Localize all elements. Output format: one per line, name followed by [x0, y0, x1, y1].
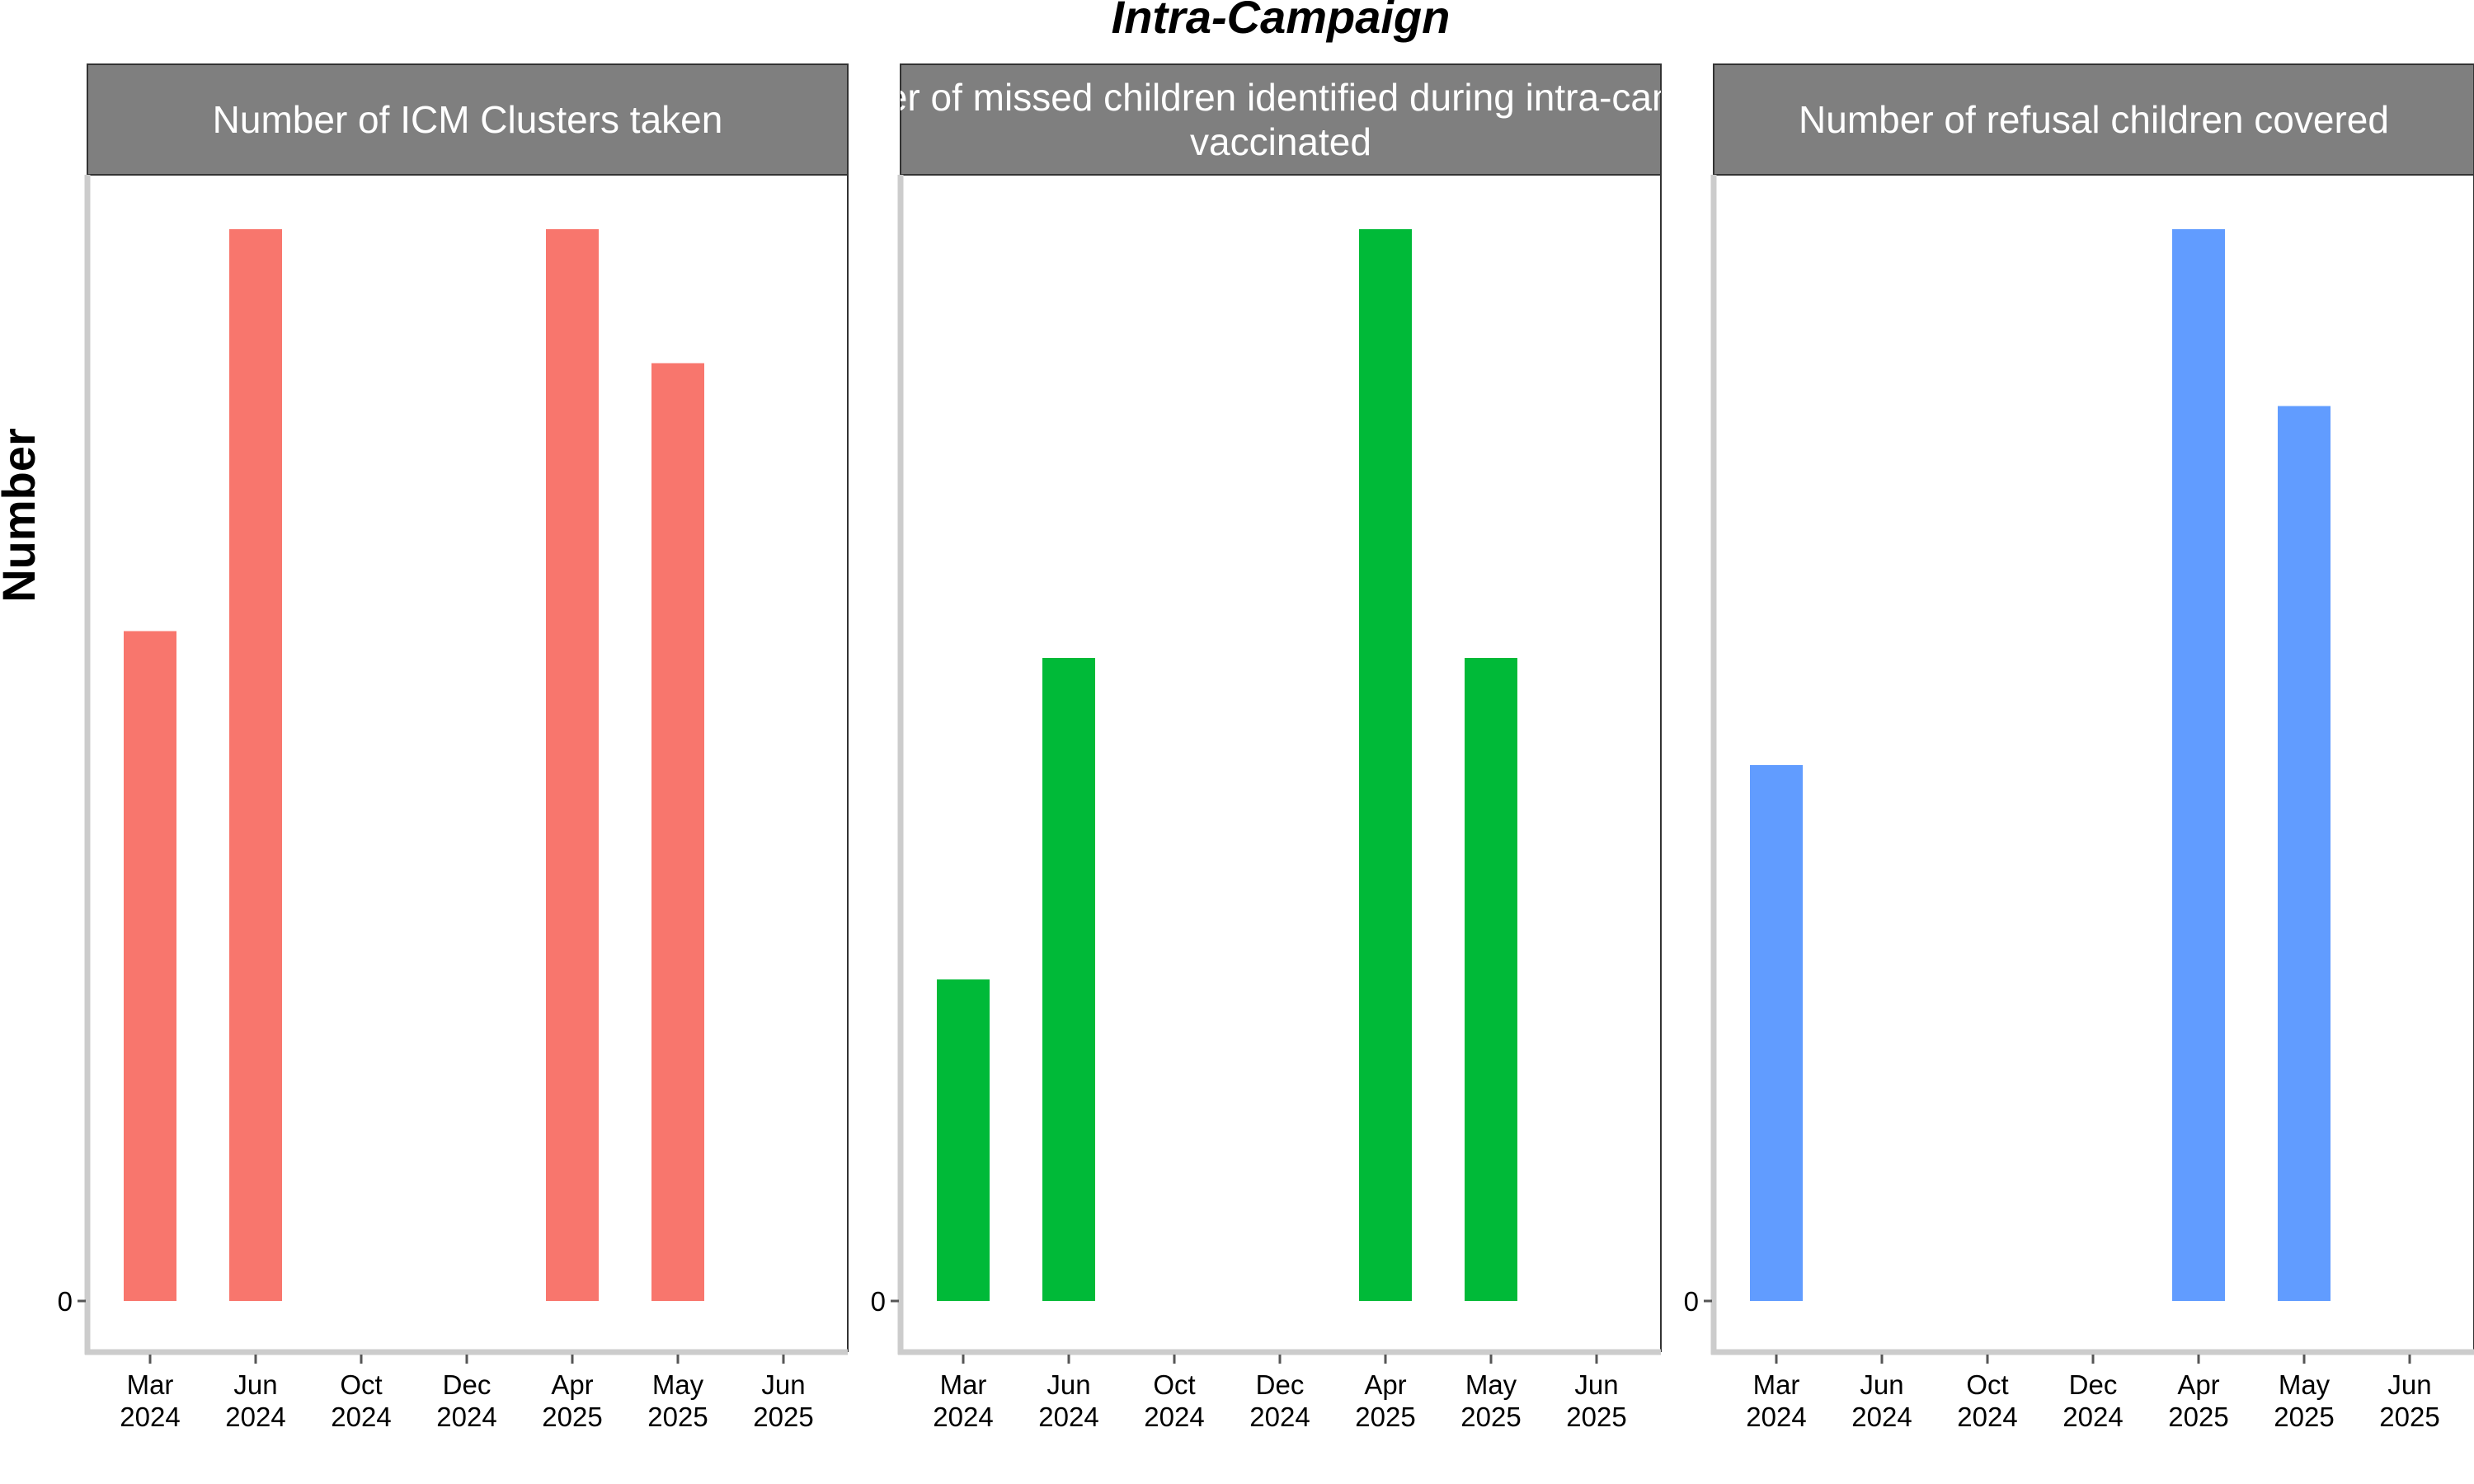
- panel-strip: [1713, 63, 2474, 176]
- x-tick-label-month: Mar: [1753, 1369, 1800, 1400]
- bar-jun-2024: [1042, 658, 1095, 1301]
- panel-2: Number of missed children identified dur…: [785, 63, 1776, 1432]
- x-tick-label-year: 2024: [1249, 1402, 1310, 1432]
- x-tick-label-month: Jun: [2387, 1369, 2431, 1400]
- panel-strip-label: Number of refusal children covered: [1799, 98, 2389, 141]
- x-tick-label-month: Oct: [1153, 1369, 1195, 1400]
- x-tick-label-month: Jun: [761, 1369, 805, 1400]
- x-tick-label-year: 2025: [753, 1402, 813, 1432]
- x-tick-label-year: 2025: [2379, 1402, 2439, 1432]
- bar-mar-2024: [937, 979, 990, 1301]
- x-tick-label-year: 2024: [120, 1402, 180, 1432]
- panel-strip-text-group: Number of ICM Clusters taken: [213, 98, 723, 141]
- x-tick-label-year: 2024: [933, 1402, 993, 1432]
- panel-strip-label: Number of ICM Clusters taken: [213, 98, 723, 141]
- x-tick-label-month: Jun: [1047, 1369, 1090, 1400]
- x-tick-label-month: Mar: [940, 1369, 987, 1400]
- x-tick-label-year: 2024: [1957, 1402, 2017, 1432]
- panel-3: Number of refusal children covered0Mar20…: [1684, 63, 2474, 1432]
- panel-strip: [900, 63, 1662, 176]
- x-tick-label-month: Jun: [233, 1369, 277, 1400]
- panel-strip-text-group: Number of missed children identified dur…: [785, 76, 1776, 163]
- x-tick-label-month: Jun: [1860, 1369, 1903, 1400]
- panel-strip-label: Number of missed children identified dur…: [785, 76, 1776, 119]
- bar-may-2025: [651, 363, 704, 1301]
- x-tick-label-month: Apr: [1364, 1369, 1406, 1400]
- x-tick-label-year: 2024: [331, 1402, 391, 1432]
- y-tick-label: 0: [871, 1286, 886, 1317]
- bar-apr-2025: [1359, 229, 1412, 1301]
- x-tick-label-year: 2025: [1355, 1402, 1415, 1432]
- x-tick-label-month: May: [1465, 1369, 1517, 1400]
- x-tick-label-month: Dec: [443, 1369, 492, 1400]
- x-tick-label-year: 2024: [1851, 1402, 1912, 1432]
- x-tick-label-year: 2024: [225, 1402, 285, 1432]
- x-tick-label-year: 2025: [2168, 1402, 2228, 1432]
- panel-strip-label: vaccinated: [1190, 120, 1371, 163]
- x-tick-label-month: Oct: [340, 1369, 382, 1400]
- x-tick-label-month: Dec: [2069, 1369, 2118, 1400]
- x-tick-label-month: Apr: [2177, 1369, 2219, 1400]
- x-tick-label-year: 2025: [1566, 1402, 1626, 1432]
- x-tick-label-year: 2024: [1038, 1402, 1098, 1432]
- panel-1: Number of ICM Clusters taken0Mar2024Jun2…: [58, 63, 849, 1432]
- bar-may-2025: [2278, 406, 2331, 1301]
- bar-mar-2024: [1750, 765, 1803, 1301]
- x-tick-label-month: May: [652, 1369, 704, 1400]
- x-tick-label-year: 2024: [1746, 1402, 1806, 1432]
- bar-mar-2024: [124, 631, 176, 1301]
- x-tick-label-month: May: [2279, 1369, 2331, 1400]
- x-tick-label-month: Mar: [127, 1369, 174, 1400]
- bar-may-2025: [1465, 658, 1517, 1301]
- x-tick-label-month: Apr: [551, 1369, 593, 1400]
- x-tick-label-year: 2024: [436, 1402, 496, 1432]
- x-tick-label-year: 2025: [2274, 1402, 2334, 1432]
- x-tick-label-month: Dec: [1256, 1369, 1305, 1400]
- bar-jun-2024: [229, 229, 282, 1301]
- y-tick-label: 0: [58, 1286, 73, 1317]
- panel-strip: [87, 63, 849, 176]
- x-tick-label-year: 2025: [1460, 1402, 1521, 1432]
- bar-apr-2025: [2172, 229, 2225, 1301]
- x-tick-label-year: 2024: [1144, 1402, 1204, 1432]
- y-tick-label: 0: [1684, 1286, 1699, 1317]
- y-axis-label: Number: [0, 428, 45, 603]
- x-tick-label-month: Oct: [1966, 1369, 2008, 1400]
- chart-title: Intra-Campaign: [1112, 0, 1451, 43]
- panel-strip-text-group: Number of refusal children covered: [1799, 98, 2389, 141]
- x-tick-label-year: 2025: [542, 1402, 602, 1432]
- x-tick-label-year: 2025: [647, 1402, 708, 1432]
- bar-apr-2025: [546, 229, 599, 1301]
- x-tick-label-month: Jun: [1574, 1369, 1618, 1400]
- x-tick-label-year: 2024: [2062, 1402, 2123, 1432]
